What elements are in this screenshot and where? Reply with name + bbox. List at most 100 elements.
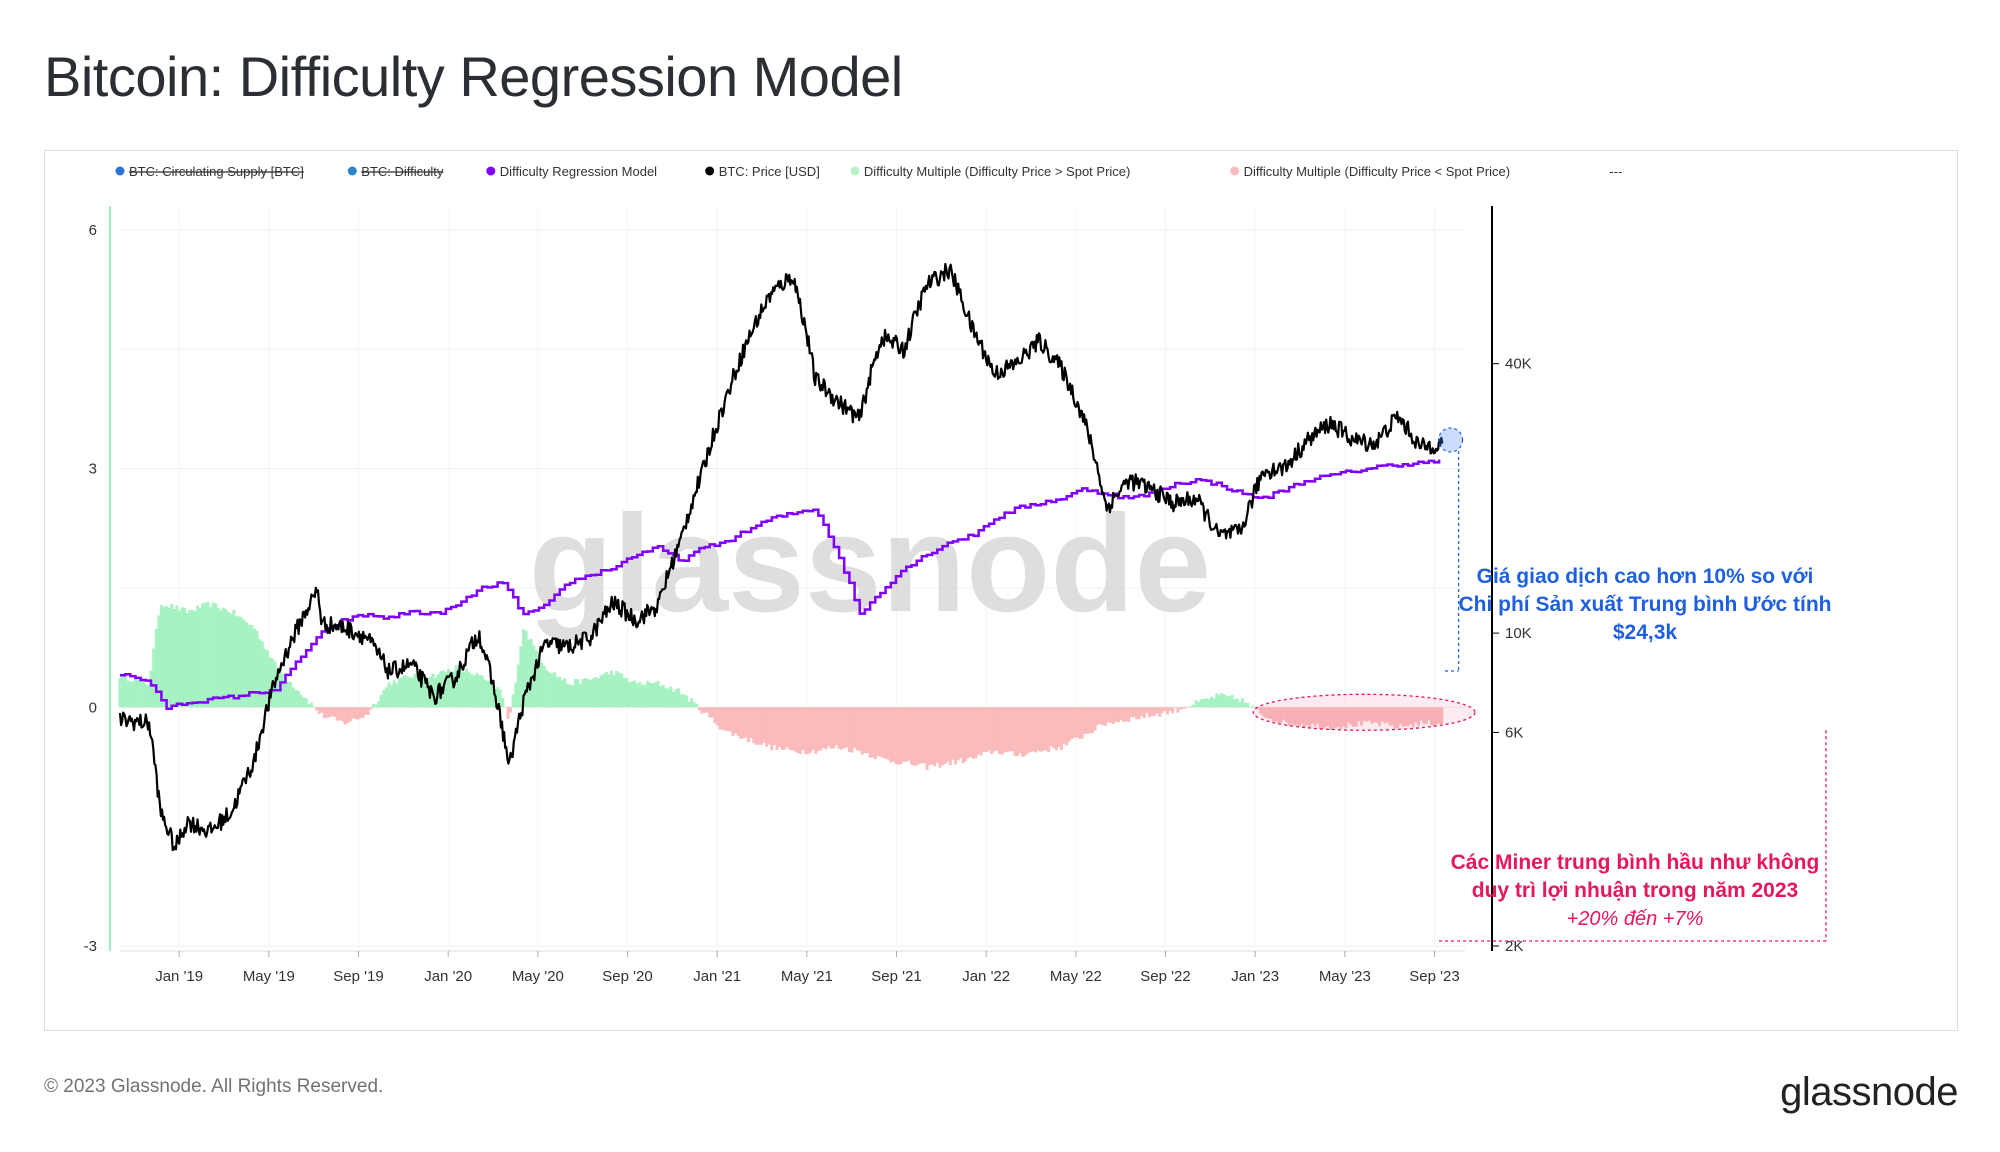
difficulty-multiple-bar <box>1261 707 1265 717</box>
difficulty-multiple-bar <box>1295 707 1299 725</box>
difficulty-multiple-bar <box>943 707 947 764</box>
difficulty-multiple-bar <box>871 707 875 758</box>
difficulty-multiple-bar <box>405 675 409 708</box>
difficulty-multiple-bar <box>930 707 934 765</box>
difficulty-multiple-bar <box>589 679 593 708</box>
difficulty-multiple-bar <box>1375 707 1379 723</box>
difficulty-multiple-bar <box>946 707 950 762</box>
difficulty-multiple-bar <box>992 707 996 752</box>
difficulty-multiple-bar <box>170 603 174 708</box>
difficulty-multiple-bar <box>1028 707 1032 752</box>
difficulty-multiple-bar <box>847 707 851 752</box>
difficulty-multiple-bar <box>966 707 970 759</box>
difficulty-multiple-bar <box>948 707 952 766</box>
difficulty-multiple-bar <box>149 670 153 708</box>
difficulty-multiple-bar <box>1235 698 1239 708</box>
difficulty-multiple-bar <box>1197 701 1201 708</box>
difficulty-multiple-bar <box>1171 707 1175 714</box>
difficulty-multiple-bar <box>982 707 986 752</box>
difficulty-multiple-bar <box>1266 707 1270 719</box>
difficulty-multiple-bar <box>434 677 438 708</box>
difficulty-multiple-bar <box>1158 707 1162 717</box>
difficulty-multiple-bar <box>798 707 802 754</box>
difficulty-multiple-bar <box>723 707 727 731</box>
legend-item[interactable]: Difficulty Regression Model <box>486 164 657 179</box>
difficulty-multiple-bar <box>677 688 681 708</box>
difficulty-multiple-bar <box>604 672 608 708</box>
difficulty-multiple-bar <box>1246 702 1250 708</box>
price-series <box>118 262 1444 852</box>
difficulty-multiple-bar <box>1016 707 1020 757</box>
difficulty-multiple-bar <box>1248 706 1252 708</box>
legend[interactable]: BTC: Circulating Supply [BTC] BTC: Diffic… <box>115 164 1623 179</box>
difficulty-multiple-bar <box>1349 707 1353 725</box>
difficulty-multiple-bar <box>281 674 285 708</box>
legend-item[interactable]: BTC: Circulating Supply [BTC] <box>115 164 304 179</box>
difficulty-multiple-bar <box>850 707 854 753</box>
difficulty-multiple-bar <box>801 707 805 751</box>
legend-item[interactable]: Difficulty Multiple (Difficulty Price < … <box>1230 164 1510 179</box>
difficulty-multiple-bar <box>421 675 425 708</box>
annotation-pink-subtext: +20% đến +7% <box>1567 908 1704 930</box>
difficulty-multiple-bar <box>783 707 787 750</box>
difficulty-multiple-bar <box>959 707 963 759</box>
difficulty-multiple-bar <box>284 679 288 708</box>
legend-item[interactable]: --- <box>1609 164 1622 179</box>
difficulty-multiple-bar <box>470 674 474 708</box>
difficulty-multiple-bar <box>157 615 161 708</box>
difficulty-multiple-bar <box>338 707 342 721</box>
difficulty-multiple-bar <box>1160 707 1164 713</box>
difficulty-multiple-bar <box>894 707 898 764</box>
difficulty-multiple-bar <box>1199 699 1203 708</box>
difficulty-multiple-bar <box>597 678 601 708</box>
difficulty-multiple-bar <box>770 707 774 751</box>
difficulty-multiple-bar <box>635 683 639 708</box>
difficulty-multiple-bar <box>708 707 712 718</box>
difficulty-multiple-bar <box>837 707 841 749</box>
difficulty-multiple-bar <box>909 707 913 765</box>
x-axis-tick-label: Sep '22 <box>1140 968 1190 985</box>
difficulty-multiple-bar <box>609 670 613 708</box>
difficulty-multiple-bar <box>602 673 606 708</box>
difficulty-multiple-bar <box>907 707 911 761</box>
annotation-pink-text: Các Miner trung bình hầu như không <box>1451 851 1820 874</box>
grid <box>120 206 1465 947</box>
difficulty-multiple-bar <box>863 707 867 754</box>
difficulty-multiple-bar <box>346 707 350 724</box>
difficulty-multiple-bar <box>1060 707 1063 750</box>
legend-item[interactable]: Difficulty Multiple (Difficulty Price > … <box>850 164 1130 179</box>
difficulty-multiple-bar <box>697 707 701 711</box>
x-axis-tick-label: May '19 <box>243 968 295 985</box>
legend-item[interactable]: BTC: Difficulty <box>347 164 444 179</box>
difficulty-multiple-bar <box>172 609 176 708</box>
difficulty-multiple-bar <box>868 707 872 758</box>
difficulty-multiple-bar <box>524 630 528 708</box>
annotation-pink-ellipse <box>1252 693 1476 731</box>
difficulty-multiple-bar <box>1078 707 1082 740</box>
footer-logo: glassnode <box>1780 1070 1958 1114</box>
difficulty-multiple-bar <box>328 707 332 718</box>
legend-item[interactable]: BTC: Price [USD] <box>705 164 820 179</box>
difficulty-multiple-bar <box>951 707 955 760</box>
difficulty-multiple-bar <box>449 671 453 708</box>
difficulty-multiple-bar <box>139 678 143 708</box>
difficulty-multiple-bar <box>1083 707 1087 734</box>
difficulty-multiple-bar <box>1057 707 1061 748</box>
x-axis-tick-label: May '23 <box>1319 968 1371 985</box>
difficulty-multiple-bar <box>651 683 655 708</box>
difficulty-multiple-bar <box>162 606 166 708</box>
difficulty-multiple-bar <box>809 707 813 753</box>
x-axis-tick-label: Jan '23 <box>1231 968 1279 985</box>
difficulty-multiple-bar <box>687 701 691 708</box>
difficulty-multiple-bar <box>1210 696 1214 708</box>
difficulty-multiple-bar <box>876 707 880 756</box>
difficulty-multiple-bar <box>253 628 256 708</box>
difficulty-multiple-bar <box>392 680 396 708</box>
difficulty-multiple-bar <box>1189 706 1193 708</box>
difficulty-multiple-bar <box>415 672 419 708</box>
difficulty-multiple-bar <box>653 682 657 708</box>
difficulty-multiple-bar <box>964 707 968 762</box>
difficulty-multiple-bar <box>1429 707 1433 726</box>
difficulty-multiple-bar <box>258 639 262 708</box>
difficulty-multiple-bar <box>793 707 797 752</box>
